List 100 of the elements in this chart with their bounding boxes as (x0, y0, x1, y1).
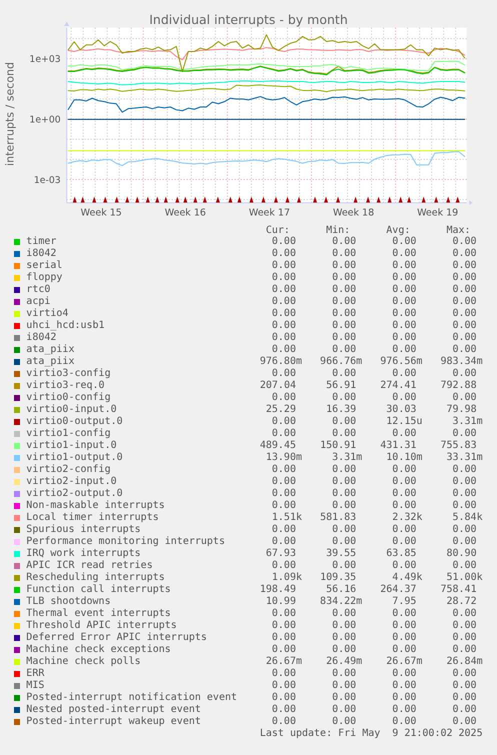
text: 2.32k (392, 512, 422, 524)
text: 67.93 (266, 548, 296, 560)
text: 0.00 (392, 368, 416, 380)
text: 150.91 (320, 440, 356, 452)
line-series (68, 47, 466, 60)
text: 0.00 (332, 416, 356, 428)
y-axis-title: interrupts / second (4, 62, 16, 166)
text: 1.51k (272, 512, 302, 524)
text: 0.00 (452, 608, 477, 620)
text: Cur: (266, 224, 290, 236)
text: 0.00 (392, 536, 416, 548)
text: 0.00 (332, 620, 356, 632)
text: 834.22m (320, 596, 362, 608)
text: 0.00 (452, 488, 477, 500)
text: 0.00 (452, 536, 477, 548)
text: 0.00 (452, 620, 477, 632)
text: 0.00 (452, 248, 477, 260)
text: 0.00 (452, 692, 477, 704)
text: 0.00 (392, 524, 416, 536)
text: 0.00 (392, 644, 416, 656)
text: 56.91 (326, 380, 356, 392)
legend-label: Posted-interrupt wakeup event (26, 716, 201, 728)
x-tick-label: Week 16 (164, 208, 206, 219)
text: 0.00 (272, 524, 296, 536)
legend-label: uhci_hcd:usb1 (26, 320, 105, 332)
text: Avg: (386, 224, 410, 236)
text: 0.00 (452, 368, 477, 380)
text: 264.37 (380, 584, 416, 596)
line-series (68, 84, 466, 92)
y-tick-label: 1e+03 (29, 54, 61, 66)
legend-label: virtio0-input.0 (26, 404, 117, 416)
text: 0.00 (452, 560, 477, 572)
text: 0.00 (452, 500, 477, 512)
text: 0.00 (272, 236, 296, 248)
legend-label: Machine check polls (26, 656, 141, 668)
chart-title: Individual interrupts - by month (149, 12, 348, 26)
text: 0.00 (272, 392, 296, 404)
text: 0.00 (392, 284, 416, 296)
text: Max: (446, 224, 471, 236)
text: 0.00 (332, 332, 356, 344)
legend-label: MIS (26, 680, 44, 692)
text: 33.31m (446, 452, 483, 464)
text: 0.00 (452, 236, 477, 248)
text: 0.00 (272, 488, 296, 500)
text: 16.39 (326, 404, 356, 416)
text: 0.00 (452, 344, 477, 356)
legend-label: i8042 (26, 248, 56, 260)
text: 0.00 (272, 368, 296, 380)
text: 26.67m (386, 656, 422, 668)
text: 0.00 (392, 692, 416, 704)
text: 0.00 (272, 536, 296, 548)
legend-label: Nested posted-interrupt event (26, 704, 201, 716)
text: 109.35 (320, 572, 356, 584)
text: 0.00 (452, 296, 477, 308)
legend-label: ata_piix (26, 344, 74, 356)
text: 7.95 (392, 596, 416, 608)
text: 0.00 (452, 272, 477, 284)
text: 39.55 (326, 548, 356, 560)
text: 0.00 (272, 608, 296, 620)
legend-label: virtio3-config (26, 368, 111, 380)
text: 0.00 (332, 680, 356, 692)
text: 0.00 (452, 680, 477, 692)
text: 207.04 (260, 380, 296, 392)
text: 0.00 (332, 296, 356, 308)
text: 5.84k (452, 512, 483, 524)
text: 0.00 (332, 536, 356, 548)
text: 0.00 (332, 284, 356, 296)
text: 0.00 (392, 272, 416, 284)
y-tick-label: 1e-03 (34, 174, 61, 186)
text: 0.00 (332, 608, 356, 620)
text: 0.00 (392, 500, 416, 512)
legend-label: serial (26, 260, 62, 272)
text: 0.00 (332, 464, 356, 476)
legend-label: virtio1-config (26, 428, 111, 440)
legend-label: virtio0-output.0 (26, 416, 123, 428)
text: 0.00 (272, 320, 296, 332)
legend-label: floppy (26, 272, 62, 284)
legend-label: timer (26, 236, 56, 248)
legend-label: Spurious interrupts (26, 524, 141, 536)
text: 79.98 (446, 404, 477, 416)
x-tick-label: Week 15 (80, 208, 122, 219)
text: 0.00 (332, 488, 356, 500)
text: 0.00 (272, 644, 296, 656)
line-series (68, 96, 466, 113)
legend-label: acpi (26, 296, 50, 308)
text: 0.00 (272, 716, 296, 728)
text: 0.00 (272, 248, 296, 260)
text: 0.00 (452, 308, 477, 320)
text: 0.00 (392, 560, 416, 572)
text: 0.00 (272, 260, 296, 272)
text: 0.00 (272, 308, 296, 320)
legend-label: Non-maskable interrupts (26, 500, 165, 512)
legend-label: Deferred Error APIC interrupts (26, 632, 207, 644)
text: 3.31m (332, 452, 362, 464)
text: 26.49m (326, 656, 362, 668)
text: 0.00 (452, 284, 477, 296)
line-series (68, 151, 466, 166)
x-tick-label: Week 19 (417, 208, 458, 219)
text: 758.41 (440, 584, 477, 596)
text: 0.00 (272, 272, 296, 284)
